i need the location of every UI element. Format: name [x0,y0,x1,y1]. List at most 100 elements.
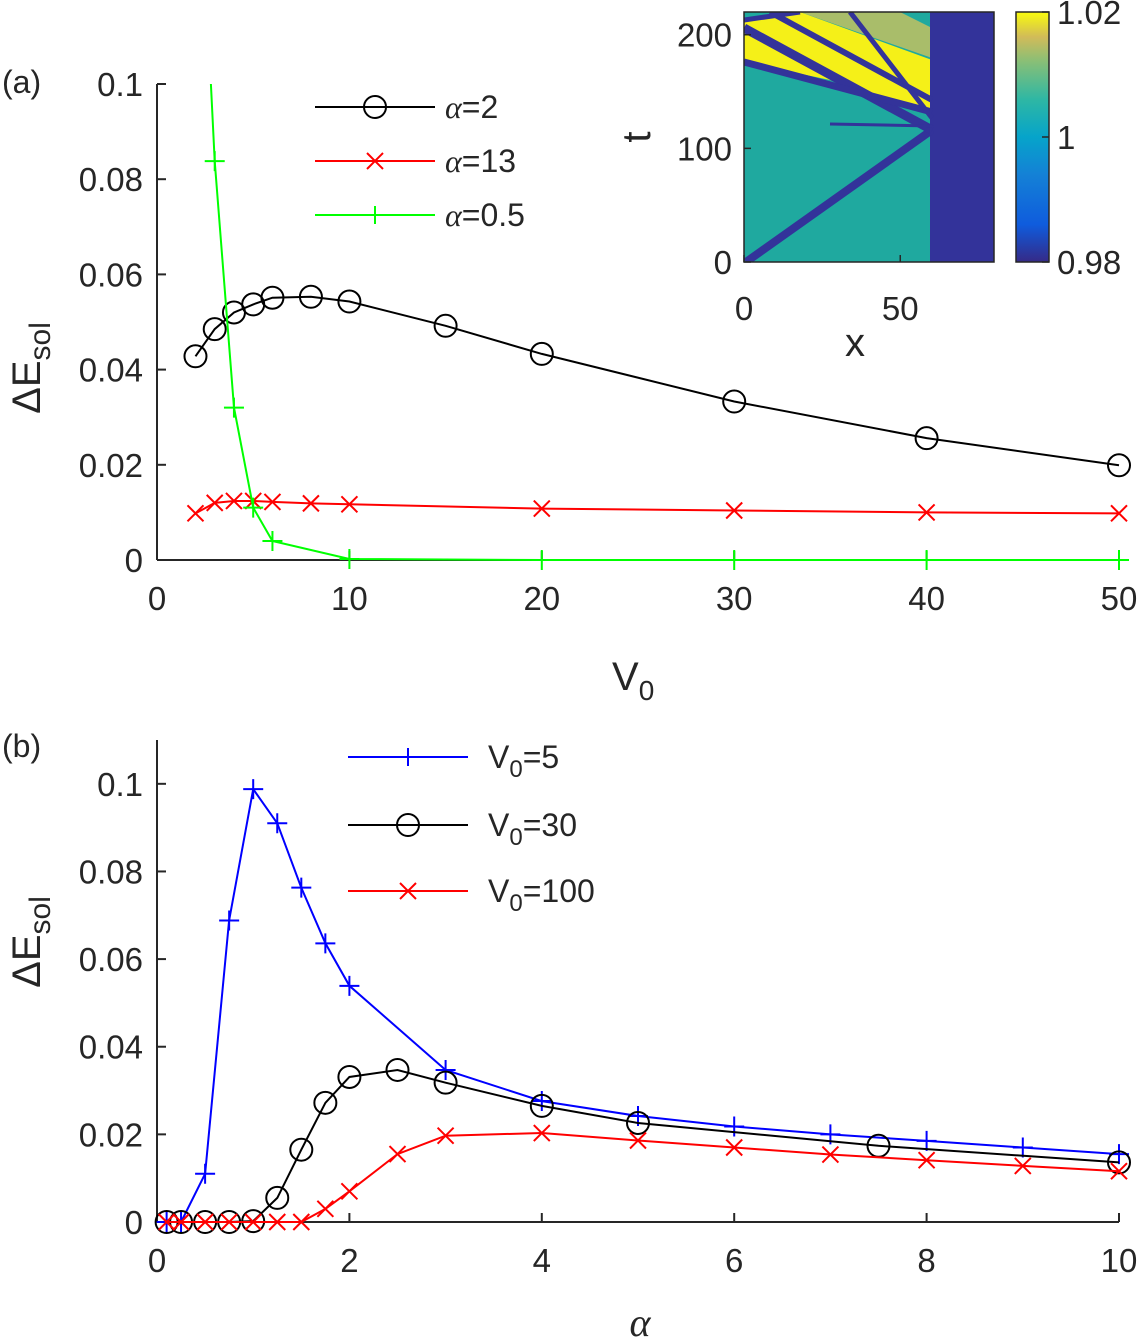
panel-a-x-tick-label: 50 [1101,580,1138,617]
panel-b-y-tick-label: 0.1 [97,766,143,803]
panel-a-series-0-line [194,295,1120,467]
colorbar-tick-label: 1.02 [1057,0,1121,31]
legend-entry-v0-5: V0=5 [348,739,559,783]
panel-b-series-2-point [292,1213,311,1231]
panel-b-series-2-point [533,1124,551,1142]
panel-b-series-0-point [339,975,360,996]
panel-a-series-0-point [298,284,323,309]
legend-prefix-v0-30: V [488,807,510,843]
panel-b-series-2-point [172,1213,190,1231]
inset-heatmap: 0 50 0 100 200 x t 0.98 1 1.02 [615,0,1121,365]
panel-b-series-2 [157,1124,1128,1231]
panel-b-series-0-point [1012,1137,1033,1158]
legend-prefix-v0-5: V [488,739,510,775]
panel-b-series-2-point [268,1213,286,1231]
inset-x-tick-label: 50 [882,290,919,327]
legend-entry-alpha-13: α=13 [315,143,516,179]
panel-b-x-tick-label: 6 [725,1242,743,1279]
panel-b-y-tick-label: 0.06 [79,941,143,978]
legend-marker-alpha-0-5 [366,206,384,224]
panel-b-y-tick-label: 0.04 [79,1029,143,1066]
legend-label-alpha-0-5: α=0.5 [445,197,525,233]
panel-a-series-1-point [263,493,282,511]
legend-marker-v0-100 [399,882,417,900]
panel-a-x-axis-label: V0 [612,655,654,706]
panel-a-series-1-point [725,501,743,520]
panel-b-series-2-point [725,1138,743,1157]
legend-sub-v0-5: 0 [509,756,522,783]
panel-b-label: (b) [2,728,41,764]
legend-label-alpha-2: α=2 [445,89,498,125]
panel-b-series-1-point [289,1137,314,1162]
panel-b-series-1-point [385,1057,410,1082]
panel-a-y-tick-label: 0.1 [97,66,143,103]
panel-a-series-1-point [186,504,205,523]
heatmap-bright-region [744,12,932,112]
panel-a-series-2-point [1109,550,1129,570]
panel-a-series-1-point [533,499,551,518]
panel-b-series-0-point [435,1059,456,1080]
panel-a-series-2-point [204,151,225,172]
panel-b-x-tick-label: 0 [148,1242,166,1279]
legend-sub-v0-100: 0 [509,890,522,917]
legend-entry-v0-100: V0=100 [348,873,595,917]
panel-b-series-1-point [1107,1150,1131,1175]
panel-a-series-2-point [531,550,552,570]
legend-symbol-alpha-0-5: α [445,197,463,233]
panel-a-series-0-point [914,426,939,451]
panel-a-series-1-point [225,492,243,510]
panel-a-x-tick-label: 0 [148,580,166,617]
panel-b-x-tick-label: 4 [533,1242,551,1279]
panel-b-plot-area: 0 2 4 6 8 10 0 0.02 0.04 0.06 0.08 0.1 [79,740,1138,1279]
panel-b-x-tick-label: 10 [1101,1242,1138,1279]
legend-label-v0-100: V0=100 [488,873,595,917]
panel-b-series-2-point [629,1131,647,1150]
legend-entry-alpha-2: α=2 [315,89,498,125]
panel-b-series-2-point [1110,1162,1128,1180]
panel-b-series-2-point [157,1213,176,1231]
panel-a-x-tick-label: 40 [908,580,945,617]
heatmap-soliton-track-3 [744,58,933,116]
panel-b-series-1-point [433,1070,458,1095]
panel-a-series-0 [183,284,1131,478]
panel-a-series-0-point [1107,453,1131,478]
panel-b-x-tick-label: 2 [340,1242,358,1279]
panel-b-series-2-point [388,1145,407,1163]
panel-b-series-1-point [337,1064,362,1089]
panel-a-series-0-point [260,285,285,310]
panel-a-x-tick-label: 10 [331,580,368,617]
inset-y-tick-label: 100 [677,130,732,167]
inset-y-tick-label: 200 [677,17,732,54]
panel-a-series-2-point [339,549,360,570]
legend-sub-v0-30: 0 [509,824,522,851]
legend-value-alpha-13: =13 [462,143,516,179]
panel-b-series-2-point [917,1151,936,1169]
panel-a-series-0-point [183,344,208,369]
panel-b-series-1-point [626,1110,650,1135]
panel-a-y-tick-label: 0.08 [79,161,143,198]
panel-a-series-0-point [202,317,227,342]
panel-b-y-tick-label: 0.02 [79,1116,143,1153]
panel-b-y-tick-label: 0 [125,1204,143,1241]
legend-label-v0-30: V0=30 [488,807,577,851]
inset-heatmap-image [744,12,994,262]
panel-a-series-1-line [195,500,1120,515]
panel-b-series-0-point [219,910,240,931]
panel-a-series-0-point [722,389,747,414]
panel-b-series-2-point [196,1213,214,1231]
heatmap-soliton-track-6 [744,12,801,23]
heatmap-soliton-track-2 [744,24,935,134]
legend-label-alpha-13: α=13 [445,143,516,179]
heatmap-soliton-track-7 [829,122,933,128]
panel-b-y-axis-label: ΔEsol [5,896,57,988]
panel-a-series-2-point [724,550,745,570]
panel-a-label: (a) [2,64,41,100]
legend-value-alpha-0-5: =0.5 [462,197,525,233]
legend-label-v0-5: V0=5 [488,739,559,783]
panel-b-series-0-point [916,1130,937,1151]
legend-marker-alpha-13 [366,152,384,170]
legend-marker-v0-5 [399,748,417,766]
panel-b-legend: V0=5 V0=30 V0=100 [348,739,595,917]
